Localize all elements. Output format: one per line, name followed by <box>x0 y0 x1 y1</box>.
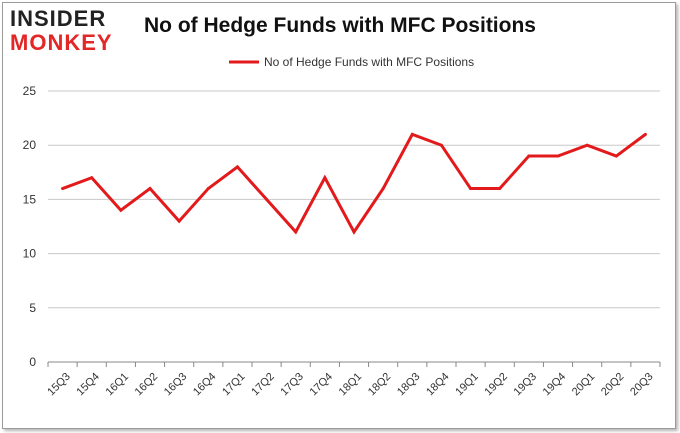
data-point <box>381 187 385 191</box>
x-tick-label: 20Q3 <box>628 371 656 399</box>
chart-title: No of Hedge Funds with MFC Positions <box>144 14 536 37</box>
x-tick-label: 17Q4 <box>308 371 336 399</box>
data-point <box>498 187 502 191</box>
data-point <box>439 143 443 147</box>
gridlines <box>48 90 660 309</box>
x-tick-label: 19Q2 <box>482 371 510 399</box>
x-tick-label: 20Q2 <box>599 371 627 399</box>
x-tick-label: 16Q1 <box>104 371 132 399</box>
y-tick-label: 25 <box>23 84 37 98</box>
data-point <box>556 154 560 158</box>
data-point <box>294 230 298 234</box>
y-tick-label: 5 <box>29 301 36 315</box>
data-point <box>643 132 647 136</box>
x-tick-label: 19Q1 <box>453 371 481 399</box>
data-point <box>148 187 152 191</box>
x-tick-label: 18Q4 <box>424 371 452 399</box>
data-point <box>410 132 414 136</box>
legend-label: No of Hedge Funds with MFC Positions <box>264 55 474 69</box>
data-point <box>119 208 123 212</box>
data-point <box>265 197 269 201</box>
data-point <box>323 176 327 180</box>
y-tick-label: 20 <box>23 138 37 152</box>
x-tick-label: 20Q1 <box>570 371 598 399</box>
x-tick-label: 18Q2 <box>366 371 394 399</box>
x-tick-label: 16Q4 <box>191 371 219 399</box>
data-point <box>614 154 618 158</box>
y-tick-label: 15 <box>23 192 37 206</box>
legend: No of Hedge Funds with MFC Positions <box>229 55 474 69</box>
data-point <box>61 187 65 191</box>
y-tick-label: 10 <box>23 247 37 261</box>
x-tick-label: 15Q4 <box>74 371 102 399</box>
x-tick-label: 15Q3 <box>45 371 73 399</box>
data-point <box>235 165 239 169</box>
data-point <box>177 219 181 223</box>
x-tick-label: 17Q3 <box>278 371 306 399</box>
x-tick-label: 18Q3 <box>395 371 423 399</box>
x-tick-label: 16Q3 <box>162 371 190 399</box>
x-tick-label: 19Q3 <box>512 371 540 399</box>
x-tick-label: 17Q2 <box>249 371 277 399</box>
logo-top-text: INSIDER <box>10 6 107 31</box>
data-point <box>527 154 531 158</box>
x-tick-label: 17Q1 <box>220 371 248 399</box>
logo-bottom-text: MONKEY <box>10 30 113 55</box>
y-axis-ticks: 0 5 10 15 20 25 <box>23 84 37 369</box>
x-tick-label: 19Q4 <box>541 371 569 399</box>
data-point <box>206 187 210 191</box>
x-tick-label: 16Q2 <box>133 371 161 399</box>
series-group <box>61 132 647 235</box>
series-line <box>62 132 647 235</box>
insider-monkey-logo: INSIDER MONKEY <box>10 8 113 54</box>
chart-frame <box>2 2 676 429</box>
data-point <box>585 143 589 147</box>
data-point <box>352 230 356 234</box>
y-tick-label: 0 <box>29 355 36 369</box>
x-tick-label: 18Q1 <box>337 371 365 399</box>
x-axis-ticks: 15Q3 15Q4 16Q1 16Q2 16Q3 16Q4 17Q1 17Q2 17Q3 17Q4… <box>45 362 661 399</box>
data-point <box>469 187 473 191</box>
data-point <box>90 176 94 180</box>
